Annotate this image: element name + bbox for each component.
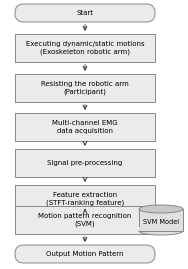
Text: Motion pattern recognition
(SVM): Motion pattern recognition (SVM) — [38, 213, 132, 227]
FancyBboxPatch shape — [15, 206, 155, 234]
Text: Feature extraction
(STFT-ranking feature): Feature extraction (STFT-ranking feature… — [46, 192, 124, 206]
Text: Multi-channel EMG
data acquisition: Multi-channel EMG data acquisition — [52, 120, 118, 134]
FancyBboxPatch shape — [15, 4, 155, 22]
FancyBboxPatch shape — [139, 209, 183, 231]
FancyBboxPatch shape — [15, 149, 155, 177]
Ellipse shape — [139, 227, 183, 235]
Bar — [139, 227, 183, 231]
Text: Signal pre-processing: Signal pre-processing — [47, 160, 123, 166]
FancyBboxPatch shape — [15, 34, 155, 62]
Text: Executing dynamic/static motions
(Exoskeleton robotic arm): Executing dynamic/static motions (Exoske… — [26, 41, 144, 55]
FancyBboxPatch shape — [15, 113, 155, 141]
Ellipse shape — [139, 205, 183, 213]
FancyBboxPatch shape — [15, 245, 155, 263]
Text: SVM Model: SVM Model — [143, 219, 179, 225]
Text: Output Motion Pattern: Output Motion Pattern — [46, 251, 124, 257]
FancyBboxPatch shape — [15, 185, 155, 213]
Text: Start: Start — [77, 10, 93, 16]
Text: Resisting the robotic arm
(Participant): Resisting the robotic arm (Participant) — [41, 81, 129, 95]
FancyBboxPatch shape — [15, 74, 155, 102]
